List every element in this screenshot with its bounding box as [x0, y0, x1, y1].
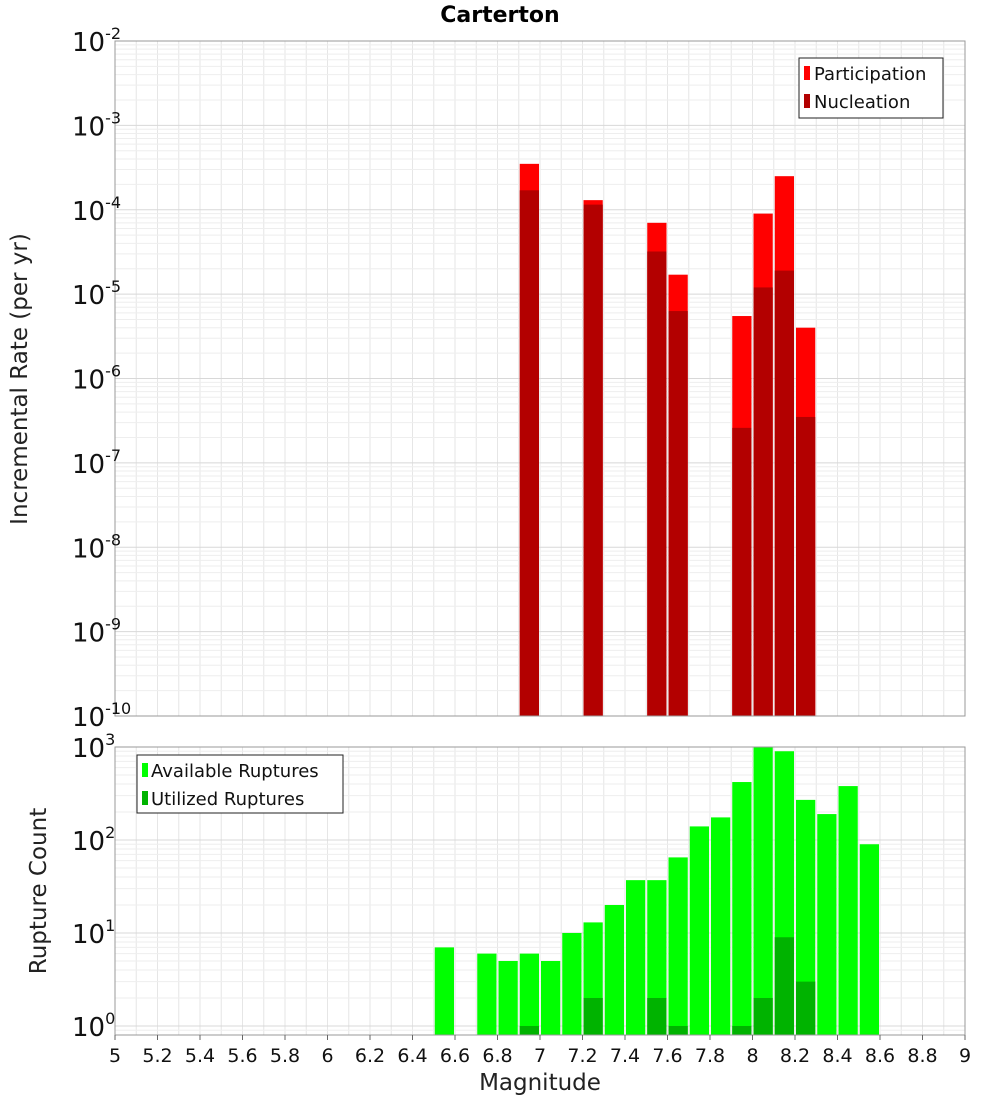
available-ruptures-bar — [817, 814, 837, 1035]
nucleation-bar — [796, 416, 816, 716]
x-tick-label: 5.6 — [227, 1045, 257, 1067]
bottom-y-tick-label: 103 — [72, 730, 115, 764]
top-y-tick-label: 10-6 — [72, 362, 121, 396]
available-ruptures-bar — [541, 960, 561, 1035]
x-tick-label: 7.4 — [610, 1045, 640, 1067]
x-axis-label: Magnitude — [479, 1070, 601, 1096]
available-ruptures-bar — [434, 947, 454, 1035]
legend-label-nucleation: Nucleation — [814, 92, 910, 113]
available-ruptures-bar — [711, 817, 731, 1035]
top-y-tick-label: 10-9 — [72, 615, 121, 649]
x-tick-label: 8.6 — [865, 1045, 895, 1067]
nucleation-bar — [519, 190, 539, 716]
bottom-legend-box — [136, 754, 344, 814]
available-ruptures-bar — [753, 747, 773, 1035]
utilized-ruptures-bar — [732, 1025, 752, 1035]
top-y-tick-label: 10-5 — [72, 277, 121, 311]
x-tick-label: 8.2 — [780, 1045, 810, 1067]
x-tick-label: 7.8 — [695, 1045, 725, 1067]
x-tick-label: 5.4 — [185, 1045, 215, 1067]
x-tick-label: 5 — [109, 1045, 121, 1067]
top-y-axis-ticks: 10-2 10-3 10-4 10-5 10-6 10-7 10-8 10-9 10-10 — [72, 24, 131, 733]
top-legend-box — [798, 57, 944, 119]
chart-title: Carterton — [440, 3, 559, 28]
x-tick-label: 6 — [321, 1045, 333, 1067]
x-tick-label: 6.4 — [397, 1045, 427, 1067]
available-ruptures-bar — [626, 880, 646, 1035]
nucleation-bar — [753, 287, 773, 716]
x-tick-label: 7 — [534, 1045, 546, 1067]
available-ruptures-bar — [519, 953, 539, 1035]
bottom-legend: Available Ruptures Utilized Ruptures — [136, 754, 344, 814]
x-tick-label: 5.2 — [142, 1045, 172, 1067]
bottom-y-tick-label: 101 — [72, 916, 115, 950]
top-plot-grid — [114, 41, 966, 717]
top-y-axis-label: Incremental Rate (per yr) — [7, 233, 33, 525]
legend-swatch-nucleation — [804, 94, 810, 108]
legend-label-participation: Participation — [814, 64, 926, 85]
bottom-y-axis-label: Rupture Count — [26, 808, 52, 974]
bottom-y-tick-label: 100 — [72, 1009, 115, 1043]
x-tick-label: 8.4 — [822, 1045, 852, 1067]
x-tick-label: 6.2 — [355, 1045, 385, 1067]
nucleation-bar — [647, 251, 667, 716]
top-y-tick-label: 10-7 — [72, 446, 121, 480]
bottom-y-tick-label: 102 — [72, 823, 115, 857]
legend-swatch-participation — [804, 66, 810, 80]
top-y-tick-label: 10-2 — [72, 24, 121, 58]
nucleation-bar — [774, 270, 794, 716]
nucleation-bar — [732, 427, 752, 716]
top-y-tick-label: 10-3 — [72, 108, 121, 142]
legend-label-utilized: Utilized Ruptures — [151, 789, 304, 810]
x-tick-label: 5.8 — [270, 1045, 300, 1067]
utilized-ruptures-bar — [647, 997, 667, 1035]
utilized-ruptures-bar — [583, 997, 603, 1035]
utilized-ruptures-bar — [668, 1025, 688, 1035]
x-tick-label: 7.6 — [652, 1045, 682, 1067]
x-tick-label: 7.2 — [567, 1045, 597, 1067]
available-ruptures-bar — [859, 844, 879, 1035]
available-ruptures-bar — [477, 953, 497, 1035]
available-ruptures-bar — [838, 786, 858, 1035]
x-tick-label: 6.6 — [440, 1045, 470, 1067]
utilized-ruptures-bar — [519, 1025, 539, 1035]
nucleation-bar — [583, 204, 603, 717]
top-plot-frame — [114, 40, 966, 717]
utilized-ruptures-bar — [753, 997, 773, 1035]
legend-swatch-available — [142, 763, 148, 777]
top-y-tick-label: 10-10 — [72, 699, 131, 733]
top-y-tick-label: 10-4 — [72, 193, 121, 227]
available-ruptures-bar — [689, 826, 709, 1035]
available-ruptures-bar — [647, 880, 667, 1035]
available-ruptures-bar — [604, 904, 624, 1035]
nucleation-bar — [668, 311, 688, 716]
top-y-tick-label: 10-8 — [72, 530, 121, 564]
top-legend: Participation Nucleation — [798, 57, 944, 119]
x-tick-label: 9 — [959, 1045, 971, 1067]
available-ruptures-bar — [732, 782, 752, 1035]
x-tick-label: 8 — [746, 1045, 758, 1067]
utilized-ruptures-bar — [774, 937, 794, 1035]
available-ruptures-bar — [668, 857, 688, 1035]
utilized-ruptures-bar — [796, 981, 816, 1035]
legend-label-available: Available Ruptures — [151, 761, 319, 782]
available-ruptures-bar — [562, 932, 582, 1035]
x-tick-label: 6.8 — [482, 1045, 512, 1067]
legend-swatch-utilized — [142, 791, 148, 805]
available-ruptures-bar — [796, 799, 816, 1035]
x-tick-label: 8.8 — [907, 1045, 937, 1067]
bottom-y-axis-ticks: 103 102 101 100 — [72, 730, 115, 1043]
bottom-x-axis-ticks: 5 5.2 5.4 5.6 5.8 6 6.2 6.4 6.6 6.8 7 7.2 7.4 7.6 7.8 8… — [109, 1035, 971, 1067]
top-plot-bars — [519, 163, 816, 717]
available-ruptures-bar — [498, 960, 518, 1035]
bottom-plot-bars — [434, 747, 879, 1035]
